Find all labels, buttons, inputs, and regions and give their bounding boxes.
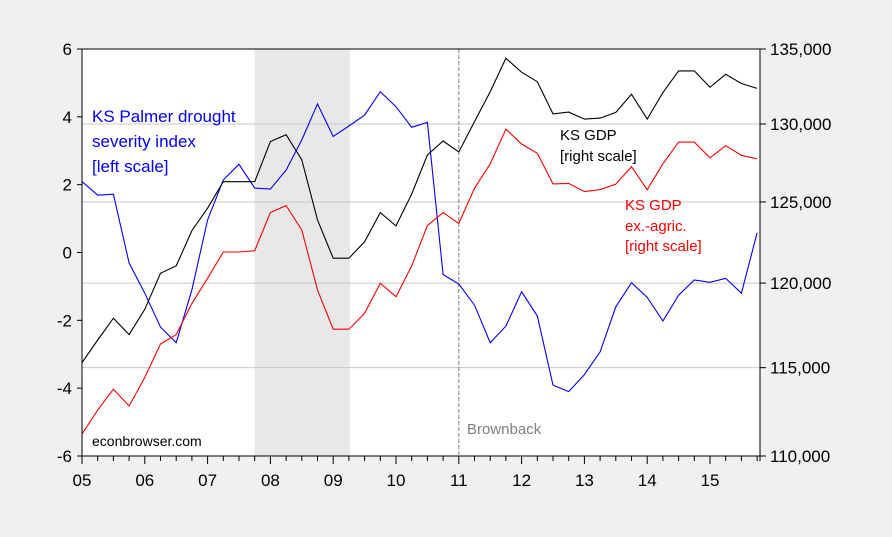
left-tick-label: 0 (63, 244, 72, 263)
x-tick-label: 12 (512, 471, 531, 490)
recession-band (254, 49, 350, 456)
x-tick-label: 10 (387, 471, 406, 490)
x-tick-label: 08 (261, 471, 280, 490)
gridlines (82, 123, 760, 369)
recession-shading (254, 49, 350, 456)
x-tick-label: 15 (701, 471, 720, 490)
x-tick-label: 14 (638, 471, 657, 490)
series-label-gdp-exag: KS GDP ex.-agric. [right scale] (625, 197, 702, 255)
x-tick-label: 13 (575, 471, 594, 490)
right-tick-label: 135,000 (770, 40, 831, 59)
axes: 6 4 2 0 -2 -4 -6 135,000 130,000 125,000 120,000 11… (57, 40, 832, 490)
left-tick-label: -6 (57, 447, 72, 466)
series-line-1 (81, 57, 758, 364)
left-tick-label: 4 (63, 108, 72, 127)
left-tick-label: -2 (57, 311, 72, 330)
x-tick-label: 11 (450, 471, 468, 490)
left-tick-label: -4 (57, 379, 72, 398)
event-label: Brownback (467, 421, 542, 438)
right-tick-label: 115,000 (770, 359, 830, 378)
x-tick-label: 05 (73, 471, 92, 490)
left-tick-label: 2 (63, 176, 72, 195)
right-tick-label: 130,000 (770, 115, 831, 134)
right-tick-label: 110,000 (770, 447, 830, 466)
series-line-0 (81, 90, 758, 393)
plot-area (82, 49, 760, 456)
series-lines (81, 57, 758, 435)
series-line-2 (81, 128, 758, 435)
x-tick-label: 09 (324, 471, 343, 490)
left-tick-label: 6 (63, 40, 72, 59)
series-label-pdsi: KS Palmer drought severity index [left s… (92, 107, 240, 176)
watermark-text: econbrowser.com (92, 433, 202, 449)
right-tick-label: 125,000 (770, 193, 831, 212)
x-tick-label: 07 (198, 471, 217, 490)
right-tick-label: 120,000 (770, 274, 831, 293)
x-tick-label: 06 (135, 471, 154, 490)
series-label-gdp: KS GDP [right scale] (560, 127, 637, 165)
